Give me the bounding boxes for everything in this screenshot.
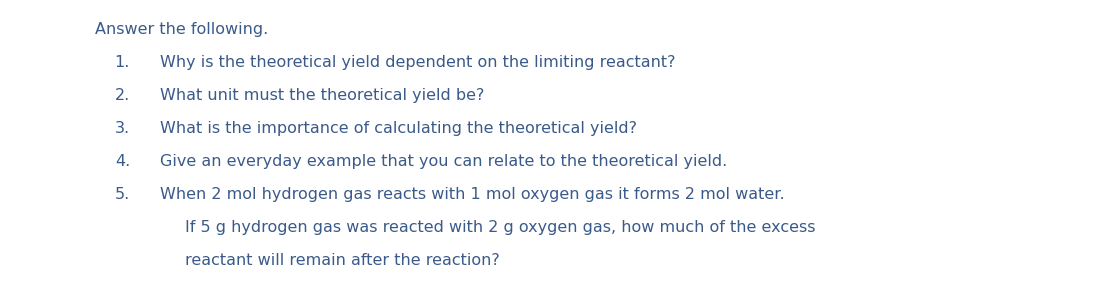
Text: 5.: 5. (115, 187, 130, 202)
Text: 2.: 2. (115, 88, 130, 103)
Text: 4.: 4. (115, 154, 130, 169)
Text: Answer the following.: Answer the following. (96, 22, 268, 37)
Text: What is the importance of calculating the theoretical yield?: What is the importance of calculating th… (160, 121, 637, 136)
Text: 3.: 3. (115, 121, 130, 136)
Text: Why is the theoretical yield dependent on the limiting reactant?: Why is the theoretical yield dependent o… (160, 55, 675, 70)
Text: When 2 mol hydrogen gas reacts with 1 mol oxygen gas it forms 2 mol water.: When 2 mol hydrogen gas reacts with 1 mo… (160, 187, 785, 202)
Text: If 5 g hydrogen gas was reacted with 2 g oxygen gas, how much of the excess: If 5 g hydrogen gas was reacted with 2 g… (184, 220, 816, 235)
Text: Give an everyday example that you can relate to the theoretical yield.: Give an everyday example that you can re… (160, 154, 727, 169)
Text: 1.: 1. (114, 55, 130, 70)
Text: What unit must the theoretical yield be?: What unit must the theoretical yield be? (160, 88, 484, 103)
Text: reactant will remain after the reaction?: reactant will remain after the reaction? (184, 253, 500, 268)
